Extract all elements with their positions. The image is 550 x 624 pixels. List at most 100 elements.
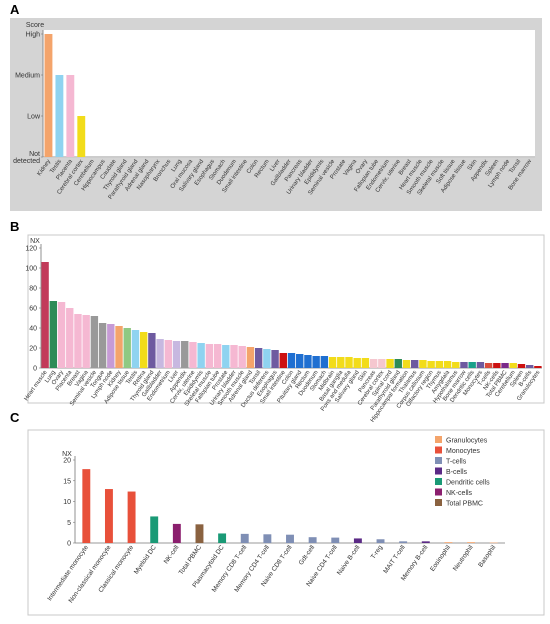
- panel-b-bar: [411, 360, 419, 368]
- panel-b-y-tick-label: 0: [33, 366, 37, 373]
- panel-b-bar: [320, 356, 329, 368]
- panel-b-bar: [246, 347, 255, 368]
- panel-b-bar: [468, 362, 476, 368]
- panel-c-legend-swatch: [435, 488, 442, 496]
- panel-a-y-tick-label: detected: [13, 158, 40, 165]
- panel-b-bar: [287, 353, 296, 368]
- panel-b-bar: [74, 314, 82, 368]
- panel-c-bar: [218, 533, 227, 543]
- panel-c-bar: [308, 537, 317, 543]
- panel-b-bar: [197, 343, 205, 368]
- panel-c-legend-label: Total PBMC: [446, 501, 483, 508]
- panel-c-y-tick-label: 0: [67, 541, 71, 548]
- panel-b-bar: [238, 346, 246, 368]
- panel-b-bar: [476, 362, 485, 368]
- panel-c-bar: [399, 541, 408, 543]
- panel-b-bar: [337, 357, 345, 368]
- panel-b-bar: [115, 326, 123, 368]
- panel-c-legend-label: NK-cells: [446, 490, 473, 497]
- panel-a-y-label: Score: [26, 22, 44, 29]
- panel-c-legend-label: T-cells: [446, 459, 467, 466]
- panel-label-c: C: [10, 410, 20, 425]
- panel-c-legend-label: B-cells: [446, 469, 468, 476]
- panel-a-y-tick-label: High: [26, 32, 41, 39]
- panel-a-y-tick-label: Medium: [15, 73, 40, 80]
- panel-b-bar: [148, 333, 156, 368]
- panel-b-bar: [57, 302, 66, 368]
- panel-b-bar: [443, 361, 452, 368]
- panel-b-bar: [172, 341, 181, 368]
- panel-b-bar: [353, 358, 361, 368]
- panel-b-bar: [254, 348, 263, 368]
- panel-b-bar: [328, 357, 337, 368]
- panel-b-bar: [304, 355, 312, 368]
- panel-b-y-tick-label: 80: [29, 286, 37, 293]
- panel-c-legend-swatch: [435, 499, 442, 506]
- panel-b-bar: [164, 340, 172, 368]
- panel-b-bar: [517, 364, 526, 368]
- panel-b-y-tick-label: 60: [29, 306, 37, 313]
- panel-c-y-tick-label: 5: [67, 520, 71, 527]
- panel-b-bar: [525, 365, 534, 368]
- panel-b-bar: [90, 316, 99, 368]
- panel-b-bar: [230, 345, 238, 368]
- panel-b-bar: [49, 301, 58, 368]
- panel-c-bar: [331, 537, 340, 543]
- panel-c-legend-swatch: [435, 436, 442, 443]
- panel-c-bar: [489, 542, 498, 544]
- panel-b-bar: [41, 262, 49, 368]
- panel-b-bar: [107, 324, 115, 368]
- panel-a-plot-area: [43, 30, 535, 158]
- panel-b-bar: [189, 342, 197, 368]
- panel-b-bar: [460, 362, 468, 368]
- panel-b-bar: [139, 332, 148, 368]
- panel-b-x-tick-label: Skin: [357, 370, 369, 383]
- panel-c-bar: [82, 469, 91, 543]
- panel-c-bar: [467, 542, 476, 543]
- panel-c-bar: [376, 539, 385, 543]
- panel-b-y-label: NX: [30, 238, 40, 245]
- panel-b-bar: [296, 354, 304, 368]
- panel-c-legend-label: Dendritic cells: [446, 480, 490, 487]
- panel-b-y-tick-label: 40: [29, 326, 37, 333]
- panel-a-bar: [66, 75, 75, 157]
- panel-c-legend-label: Granulocytes: [446, 438, 488, 445]
- panel-b-bar: [271, 350, 279, 368]
- panel-b-bar: [378, 359, 386, 368]
- panel-c-bar: [263, 534, 272, 543]
- panel-b-bar: [386, 359, 394, 368]
- panel-b-bar: [181, 341, 189, 368]
- panel-b-bar: [361, 358, 370, 368]
- panel-c-bar: [444, 542, 453, 543]
- panel-c-bar: [353, 538, 362, 543]
- panel-b-y-tick-label: 20: [29, 346, 37, 353]
- panel-a-bar: [55, 75, 64, 157]
- panel-c-bar: [421, 541, 430, 543]
- panel-a-y-tick-label: Low: [27, 114, 41, 121]
- panel-b-bar: [501, 363, 509, 368]
- panel-b-bar: [427, 361, 435, 368]
- panel-b-bar: [484, 363, 493, 368]
- panel-b-bar: [123, 328, 131, 368]
- panel-b-bar: [509, 363, 517, 368]
- panel-b-bar: [369, 359, 378, 368]
- panel-b-bar: [312, 356, 320, 368]
- panel-c-legend-swatch: [435, 478, 442, 485]
- panel-b-bar: [205, 344, 214, 368]
- panel-b-bar: [156, 339, 164, 368]
- panel-b-bar: [419, 360, 427, 368]
- panel-c-bar: [172, 523, 181, 543]
- panel-c-bar: [104, 489, 113, 543]
- panel-label-a: A: [10, 2, 20, 17]
- panel-b-bar: [98, 323, 107, 368]
- panel-c-legend-swatch: [435, 457, 442, 464]
- panel-b-frame: [27, 234, 545, 404]
- panel-b-bar: [394, 359, 402, 368]
- panel-b-y-tick-label: 100: [25, 266, 37, 273]
- panel-b-bar: [452, 362, 460, 368]
- panel-b-bar: [435, 361, 444, 368]
- panel-label-b: B: [10, 219, 20, 234]
- panel-c-legend-label: Monocytes: [446, 448, 480, 455]
